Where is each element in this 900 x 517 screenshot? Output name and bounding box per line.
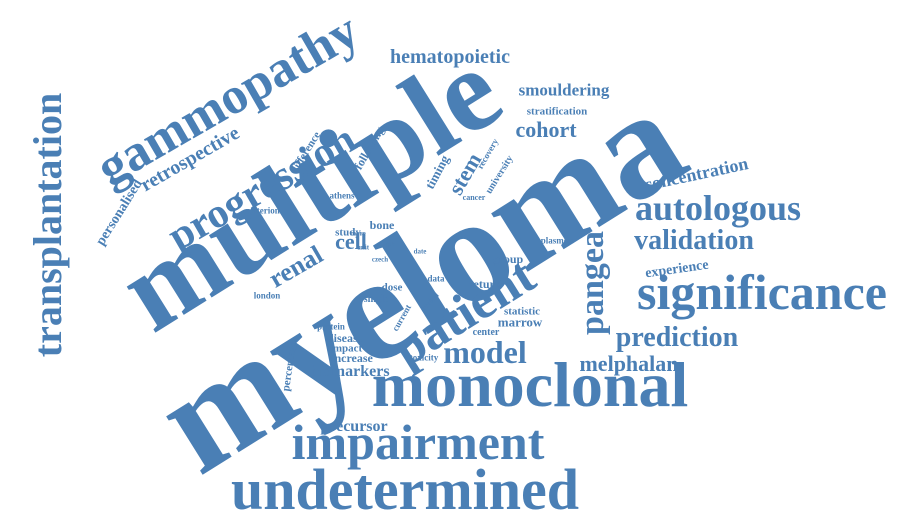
word-athens: athens [329,190,355,201]
word-risk: risk [383,240,395,249]
word-plasmon: plasmon [540,235,574,246]
word-single: single [363,294,389,305]
word-autologous: autologous [634,188,802,228]
word-center: center [472,327,500,338]
word-validation: validation [634,225,754,256]
word-group: group [492,252,524,266]
word-unit: unit [356,243,370,252]
word-marrow: marrow [497,314,543,330]
word-melphalan: melphalan [579,351,679,376]
word-more: more [350,229,366,238]
word-statistic: statistic [503,305,541,318]
word-biomarkers: biomarkers [310,363,390,380]
word-cohort: cohort [515,117,577,142]
word-bone: bone [369,218,395,232]
word-disease: disease [327,331,363,345]
word-impact: impact [329,342,363,355]
word-london: london [253,290,281,301]
word-pangea: pangea [574,231,611,335]
word-transplantation: transplantation [25,92,70,358]
word-precursor: precursor [320,418,388,435]
word-smouldering: smouldering [518,80,610,100]
word-increase: increase [331,351,373,365]
word-czech: czech [371,255,389,264]
word-dose: dose [381,281,403,294]
word-prediction: prediction [615,322,739,353]
word-data: data [427,273,445,284]
word-hematopoietic: hematopoietic [390,46,510,68]
word-monoclonal: monoclonal [371,349,689,420]
word-protein: protein [317,321,345,332]
word-model: model [443,334,527,370]
word-return: return [468,277,502,291]
word-cell: cell [335,229,367,254]
word-criterion: criterion [246,205,280,216]
word-cancer: cancer [462,193,486,202]
word-toxicity: toxicity [409,352,439,363]
word-study: study [335,226,361,239]
word-undetermined: undetermined [231,457,579,517]
word-significance: significance [637,264,887,320]
word-date: date [413,247,427,256]
word-impairment: impairment [291,414,545,470]
word-stratification: stratification [526,105,588,118]
